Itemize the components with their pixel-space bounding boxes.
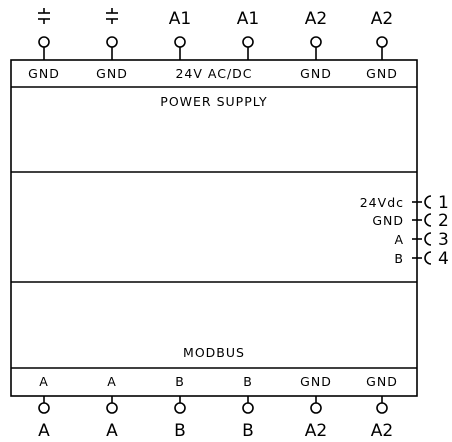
module-housing bbox=[10, 59, 418, 397]
side-connector-name-2: GND bbox=[372, 213, 404, 228]
side-connector-pin-1: 1 bbox=[438, 193, 449, 213]
top-cell-1: GND bbox=[28, 66, 60, 81]
ground-icon bbox=[106, 8, 118, 24]
power-supply-label: POWER SUPPLY bbox=[160, 94, 267, 109]
side-connector-name-1: 24Vdc bbox=[360, 195, 404, 210]
bottom-cell-5: GND bbox=[300, 374, 332, 389]
side-connector: 24Vdc 1 GND 2 A 3 B 4 bbox=[360, 193, 449, 269]
top-terminal-label-3: A1 bbox=[169, 9, 191, 29]
bottom-terminal-label-5: A2 bbox=[305, 421, 327, 441]
top-terminal-label-4: A1 bbox=[237, 9, 259, 29]
top-cell-5: GND bbox=[300, 66, 332, 81]
top-terminal-screws bbox=[38, 36, 388, 60]
side-connector-name-4: B bbox=[394, 251, 404, 266]
ground-icon bbox=[38, 8, 50, 24]
bottom-terminal-label-2: A bbox=[106, 421, 118, 441]
bottom-terminal-screws bbox=[38, 396, 388, 414]
bottom-cell-4: B bbox=[243, 374, 253, 389]
top-cell-supply: 24V AC/DC bbox=[175, 66, 252, 81]
top-cell-6: GND bbox=[366, 66, 398, 81]
bottom-terminal-label-6: A2 bbox=[371, 421, 393, 441]
bottom-cell-2: A bbox=[107, 374, 117, 389]
bottom-cell-6: GND bbox=[366, 374, 398, 389]
side-connector-name-3: A bbox=[394, 232, 404, 247]
bottom-terminal-label-4: B bbox=[242, 421, 254, 441]
top-terminal-label-5: A2 bbox=[305, 9, 327, 29]
bottom-terminal-label-3: B bbox=[174, 421, 186, 441]
modbus-label: MODBUS bbox=[183, 345, 245, 360]
side-connector-pin-2: 2 bbox=[438, 211, 449, 231]
top-terminal-label-6: A2 bbox=[371, 9, 393, 29]
side-connector-pin-4: 4 bbox=[438, 249, 449, 269]
bottom-cell-3: B bbox=[175, 374, 185, 389]
bottom-cell-1: A bbox=[39, 374, 49, 389]
top-cell-2: GND bbox=[96, 66, 128, 81]
side-connector-pin-3: 3 bbox=[438, 230, 449, 250]
bottom-terminal-label-1: A bbox=[38, 421, 50, 441]
